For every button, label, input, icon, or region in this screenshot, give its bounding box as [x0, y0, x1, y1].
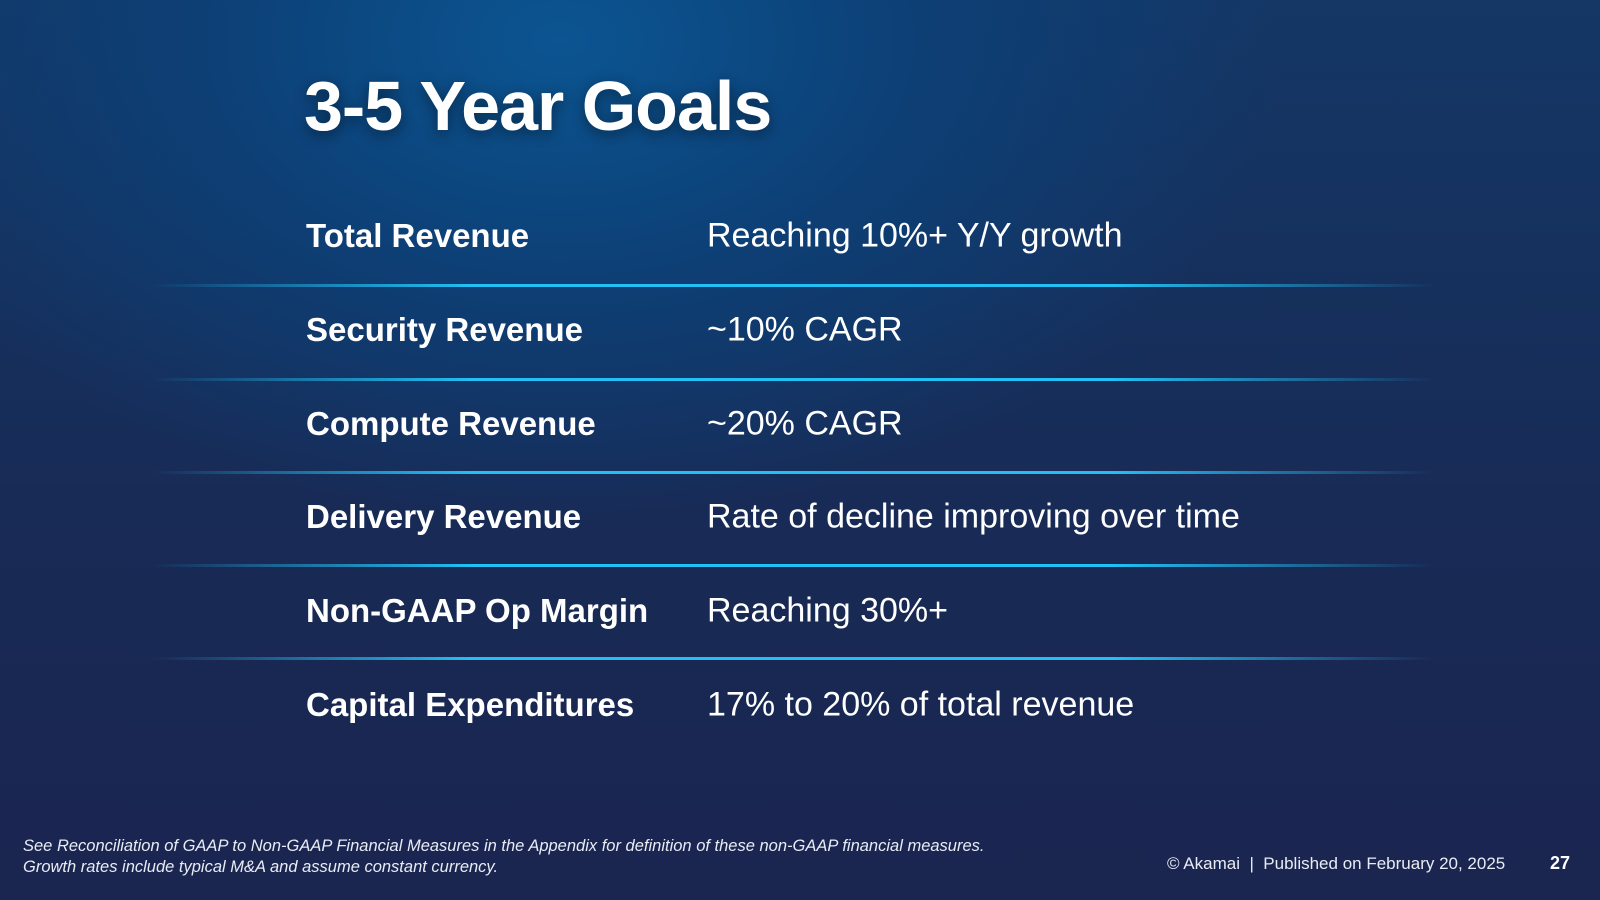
goal-value: Reaching 10%+ Y/Y growth — [707, 216, 1123, 255]
footnote: See Reconciliation of GAAP to Non-GAAP F… — [23, 836, 984, 878]
row-divider — [150, 284, 1435, 287]
goal-row: Compute Revenue ~20% CAGR — [0, 377, 1600, 471]
goal-value: ~10% CAGR — [707, 310, 903, 349]
row-divider — [150, 471, 1435, 474]
goal-row: Total Revenue Reaching 10%+ Y/Y growth — [0, 189, 1600, 283]
goal-label: Total Revenue — [306, 217, 530, 254]
goal-value: 17% to 20% of total revenue — [707, 685, 1135, 724]
goal-label: Non-GAAP Op Margin — [306, 592, 649, 629]
goal-row: Non-GAAP Op Margin Reaching 30%+ — [0, 564, 1600, 658]
goal-label: Security Revenue — [306, 311, 583, 348]
goal-row: Security Revenue ~10% CAGR — [0, 283, 1600, 377]
goal-row: Capital Expenditures 17% to 20% of total… — [0, 658, 1600, 752]
copyright: © Akamai | Published on February 20, 202… — [1167, 854, 1506, 873]
goal-label: Delivery Revenue — [306, 498, 582, 535]
row-divider — [150, 564, 1435, 567]
footnote-line: See Reconciliation of GAAP to Non-GAAP F… — [23, 837, 985, 855]
goal-row: Delivery Revenue Rate of decline improvi… — [0, 470, 1600, 564]
page-number: 27 — [1550, 853, 1571, 873]
row-divider — [150, 378, 1435, 381]
goal-label: Compute Revenue — [306, 405, 596, 442]
goal-value: ~20% CAGR — [707, 404, 903, 443]
row-divider — [150, 657, 1435, 660]
slide-title: 3-5 Year Goals — [304, 67, 772, 145]
goal-value: Reaching 30%+ — [707, 591, 949, 630]
footnote-line: Growth rates include typical M&A and ass… — [23, 858, 499, 876]
goal-value: Rate of decline improving over time — [707, 497, 1240, 536]
goal-label: Capital Expenditures — [306, 686, 635, 723]
